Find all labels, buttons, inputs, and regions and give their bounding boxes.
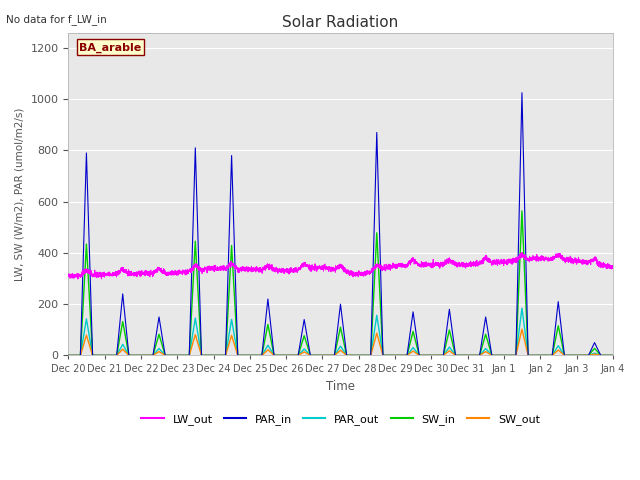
X-axis label: Time: Time [326, 380, 355, 393]
Text: No data for f_LW_in: No data for f_LW_in [6, 14, 107, 25]
Text: BA_arable: BA_arable [79, 42, 141, 52]
Title: Solar Radiation: Solar Radiation [282, 15, 399, 30]
Legend: LW_out, PAR_in, PAR_out, SW_in, SW_out: LW_out, PAR_in, PAR_out, SW_in, SW_out [137, 409, 545, 429]
Y-axis label: LW, SW (W/m2), PAR (umol/m2/s): LW, SW (W/m2), PAR (umol/m2/s) [15, 108, 25, 281]
